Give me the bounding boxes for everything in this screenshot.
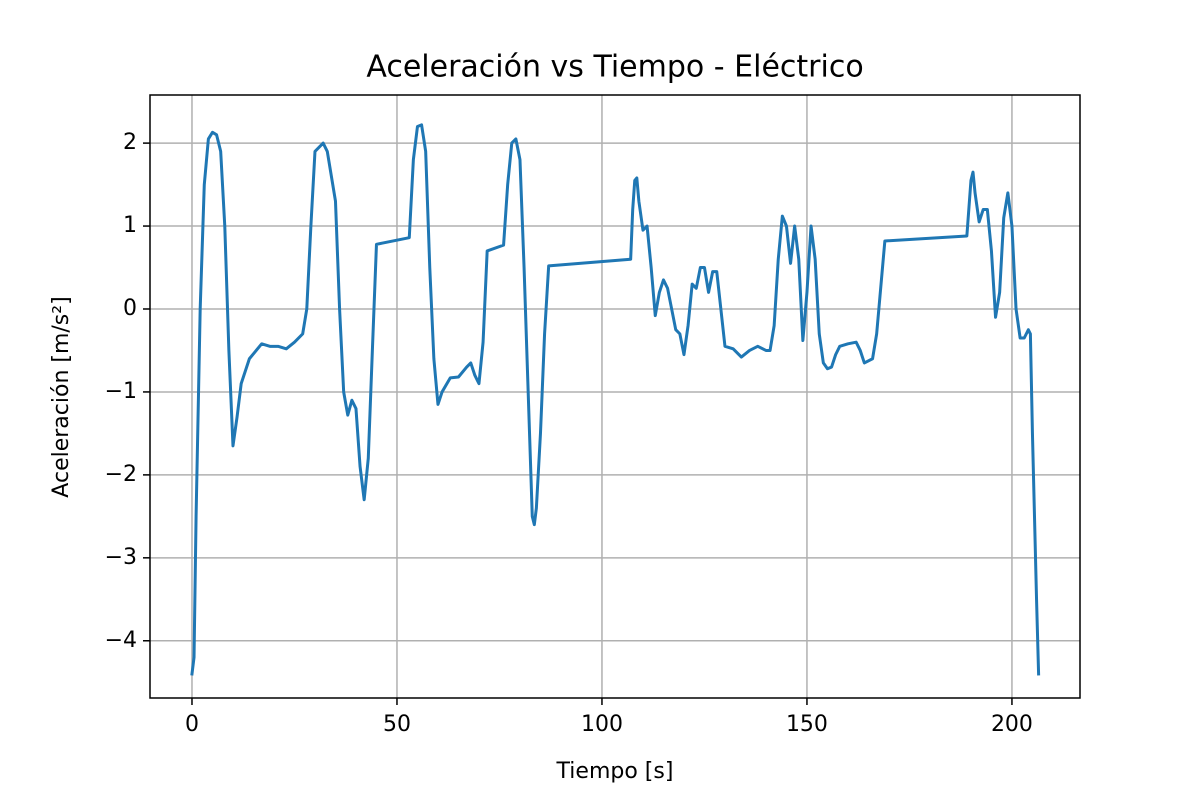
grid (150, 95, 1080, 698)
data-line (190, 123, 1041, 676)
x-axis-label: Tiempo [s] (556, 759, 674, 784)
chart-title: Aceleración vs Tiempo - Eléctrico (366, 50, 863, 85)
x-tick-label: 50 (383, 712, 411, 737)
x-tick-label: 100 (581, 712, 623, 737)
y-tick-label: 2 (123, 130, 137, 155)
x-tick-label: 150 (786, 712, 828, 737)
axes-frame (149, 94, 1081, 699)
y-tick-label: −2 (105, 462, 137, 487)
x-tick-label: 200 (991, 712, 1033, 737)
y-tick-label: −3 (105, 545, 137, 570)
y-axis-label: Aceleración [m/s²] (49, 296, 74, 497)
plot-area (190, 123, 1041, 676)
x-tick-label: 0 (185, 712, 199, 737)
y-tick-label: 0 (123, 296, 137, 321)
y-tick-label: −4 (105, 628, 137, 653)
y-tick-label: 1 (123, 213, 137, 238)
y-tick-label: −1 (105, 379, 137, 404)
